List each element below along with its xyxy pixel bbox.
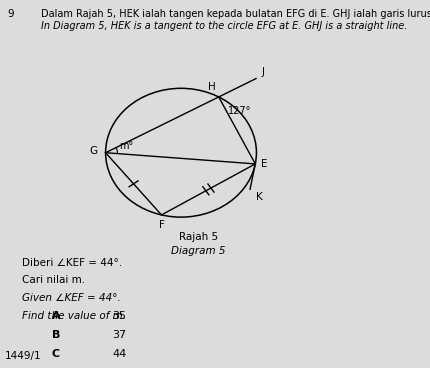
Text: H: H bbox=[208, 82, 215, 92]
Text: 9: 9 bbox=[8, 9, 14, 19]
Text: C: C bbox=[52, 349, 60, 359]
Text: G: G bbox=[89, 146, 97, 156]
Text: E: E bbox=[260, 159, 267, 169]
Text: Dalam Rajah 5, HEK ialah tangen kepada bulatan EFG di E. GHJ ialah garis lurus.: Dalam Rajah 5, HEK ialah tangen kepada b… bbox=[41, 9, 430, 19]
Text: F: F bbox=[158, 220, 164, 230]
Text: 44: 44 bbox=[112, 349, 126, 359]
Text: Cari nilai m.: Cari nilai m. bbox=[22, 275, 84, 285]
Text: Rajah 5: Rajah 5 bbox=[178, 232, 217, 242]
Text: Find the value of m.: Find the value of m. bbox=[22, 311, 125, 321]
Text: Diberi ∠KEF = 44°.: Diberi ∠KEF = 44°. bbox=[22, 258, 121, 268]
Text: Given ∠KEF = 44°.: Given ∠KEF = 44°. bbox=[22, 293, 120, 303]
Text: K: K bbox=[255, 192, 262, 202]
Text: 35: 35 bbox=[112, 311, 126, 321]
Text: 127°: 127° bbox=[228, 106, 251, 116]
Text: J: J bbox=[261, 67, 264, 77]
Text: 1449/1: 1449/1 bbox=[5, 351, 42, 361]
Text: A: A bbox=[52, 311, 60, 321]
Text: Diagram 5: Diagram 5 bbox=[171, 246, 225, 256]
Text: B: B bbox=[52, 330, 60, 340]
Text: 37: 37 bbox=[112, 330, 126, 340]
Text: m°: m° bbox=[119, 141, 133, 151]
Text: In Diagram 5, HEK is a tangent to the circle EFG at E. GHJ is a straight line.: In Diagram 5, HEK is a tangent to the ci… bbox=[41, 21, 406, 31]
